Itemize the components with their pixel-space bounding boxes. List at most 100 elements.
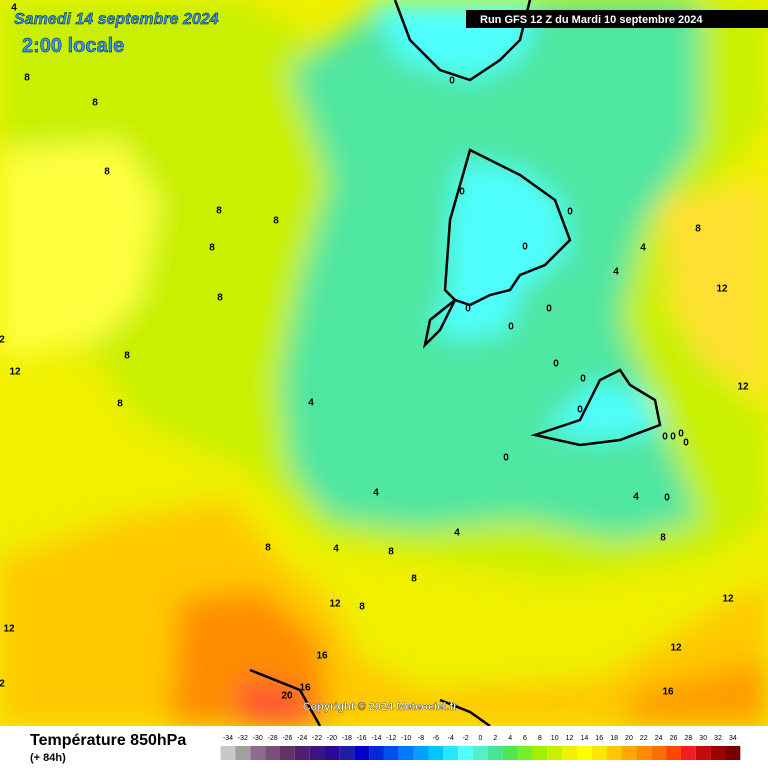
scale-swatch bbox=[369, 746, 384, 760]
scale-label: 28 bbox=[684, 735, 692, 742]
contour-label: 0 bbox=[553, 359, 559, 370]
scale-label: 24 bbox=[655, 735, 663, 742]
contour-label: 0 bbox=[580, 374, 586, 385]
scale-swatch bbox=[428, 746, 444, 760]
scale-swatch bbox=[651, 746, 667, 760]
scale-swatch bbox=[235, 746, 251, 760]
contour-label: 0 bbox=[522, 242, 528, 253]
scale-swatch bbox=[502, 746, 518, 760]
scale-label: 30 bbox=[699, 735, 707, 742]
scale-label: 34 bbox=[729, 735, 737, 742]
scale-swatch bbox=[473, 746, 488, 760]
scale-swatch bbox=[398, 746, 414, 760]
contour-label: 0 bbox=[577, 405, 583, 416]
scale-label: 26 bbox=[670, 735, 678, 742]
scale-label: 0 bbox=[478, 735, 482, 742]
scale-swatch bbox=[309, 746, 325, 760]
contour-label: 8 bbox=[104, 167, 110, 178]
scale-swatch bbox=[294, 746, 310, 760]
contour-label: 4 bbox=[613, 267, 619, 278]
forecast-date: Samedi 14 septembre 2024 bbox=[14, 11, 219, 28]
scale-swatch bbox=[458, 746, 474, 760]
contour-label: 12 bbox=[329, 599, 341, 610]
contour-label: 0 bbox=[503, 453, 509, 464]
contour-label: 12 bbox=[737, 382, 749, 393]
contour-label: 4 bbox=[308, 398, 314, 409]
contour-label: 0 bbox=[567, 207, 573, 218]
copyright: Copyright © 2024 Meteociel.fr bbox=[303, 701, 459, 713]
contour-label: 8 bbox=[117, 399, 123, 410]
scale-swatch bbox=[443, 746, 459, 760]
contour-label: 0 bbox=[678, 429, 684, 440]
contour-label: 16 bbox=[299, 683, 311, 694]
scale-swatch bbox=[636, 746, 652, 760]
scale-label: -14 bbox=[371, 735, 381, 742]
scale-swatch bbox=[621, 746, 637, 760]
scale-label: -6 bbox=[433, 735, 439, 742]
scale-swatch bbox=[725, 746, 741, 760]
contour-label: 8 bbox=[265, 543, 271, 554]
scale-swatch bbox=[710, 746, 726, 760]
scale-label: 16 bbox=[595, 735, 603, 742]
run-info: Run GFS 12 Z du Mardi 10 septembre 2024 bbox=[480, 14, 703, 26]
scale-label: -18 bbox=[342, 735, 352, 742]
scale-swatch bbox=[695, 746, 711, 760]
contour-label: 8 bbox=[216, 206, 222, 217]
footer: Température 850hPa (+ 84h) -34 -32 -30 -28-… bbox=[0, 726, 768, 768]
contour-label: 12 bbox=[9, 367, 21, 378]
contour-label: 8 bbox=[359, 602, 365, 613]
contour-label: 16 bbox=[662, 687, 674, 698]
contour-label: 0 bbox=[670, 432, 676, 443]
scale-label: 22 bbox=[640, 735, 648, 742]
scale-label: 20 bbox=[625, 735, 633, 742]
contour-label: 4 bbox=[333, 544, 339, 555]
contour-label: 8 bbox=[24, 73, 30, 84]
scale-swatch bbox=[383, 746, 399, 760]
scale-swatch bbox=[591, 746, 607, 760]
color-scale: -34 -32 -30 -28 -26 -24 -22 -20 -18 -16 -14 -12 -10-… bbox=[220, 735, 741, 760]
contour-label: 8 bbox=[411, 574, 417, 585]
scale-swatch bbox=[576, 746, 592, 760]
lead-time: (+ 84h) bbox=[30, 752, 66, 764]
scale-swatch bbox=[487, 746, 503, 760]
contour-label: 2 bbox=[0, 335, 5, 346]
scale-swatch bbox=[680, 746, 696, 760]
scale-swatch bbox=[250, 746, 266, 760]
scale-label: -8 bbox=[418, 735, 424, 742]
scale-label: -22 bbox=[312, 735, 322, 742]
scale-label: -34 bbox=[223, 735, 233, 742]
scale-swatch bbox=[562, 746, 577, 760]
scale-swatch bbox=[265, 746, 280, 760]
temperature-field bbox=[0, 0, 768, 728]
scale-label: 2 bbox=[493, 735, 497, 742]
scale-label: -32 bbox=[238, 735, 248, 742]
contour-label: 8 bbox=[92, 98, 98, 109]
scale-label: -10 bbox=[401, 735, 411, 742]
scale-label: -12 bbox=[386, 735, 396, 742]
contour-label: 8 bbox=[124, 351, 130, 362]
contour-label: 0 bbox=[459, 187, 465, 198]
contour-label: 8 bbox=[209, 243, 215, 254]
contour-label: 0 bbox=[449, 76, 455, 87]
header: Samedi 14 septembre 2024 2:00 locale Run… bbox=[14, 10, 768, 57]
contour-label: 4 bbox=[640, 243, 646, 254]
scale-swatch bbox=[606, 746, 622, 760]
contour-label: 12 bbox=[670, 643, 682, 654]
scale-label: 4 bbox=[508, 735, 512, 742]
contour-label: 0 bbox=[508, 322, 514, 333]
scale-swatch bbox=[666, 746, 681, 760]
scale-label: 10 bbox=[551, 735, 559, 742]
scale-label: -30 bbox=[253, 735, 263, 742]
run-banner bbox=[466, 10, 768, 28]
field-title: Température 850hPa bbox=[30, 732, 186, 749]
contour-label: 4 bbox=[11, 3, 17, 14]
contour-label: 0 bbox=[546, 304, 552, 315]
contour-label: 2 bbox=[0, 679, 5, 690]
scale-swatch bbox=[517, 746, 533, 760]
scale-label: 18 bbox=[610, 735, 618, 742]
scale-swatch bbox=[413, 746, 429, 760]
contour-label: 16 bbox=[316, 651, 328, 662]
scale-swatch bbox=[532, 746, 548, 760]
contour-label: 8 bbox=[695, 224, 701, 235]
